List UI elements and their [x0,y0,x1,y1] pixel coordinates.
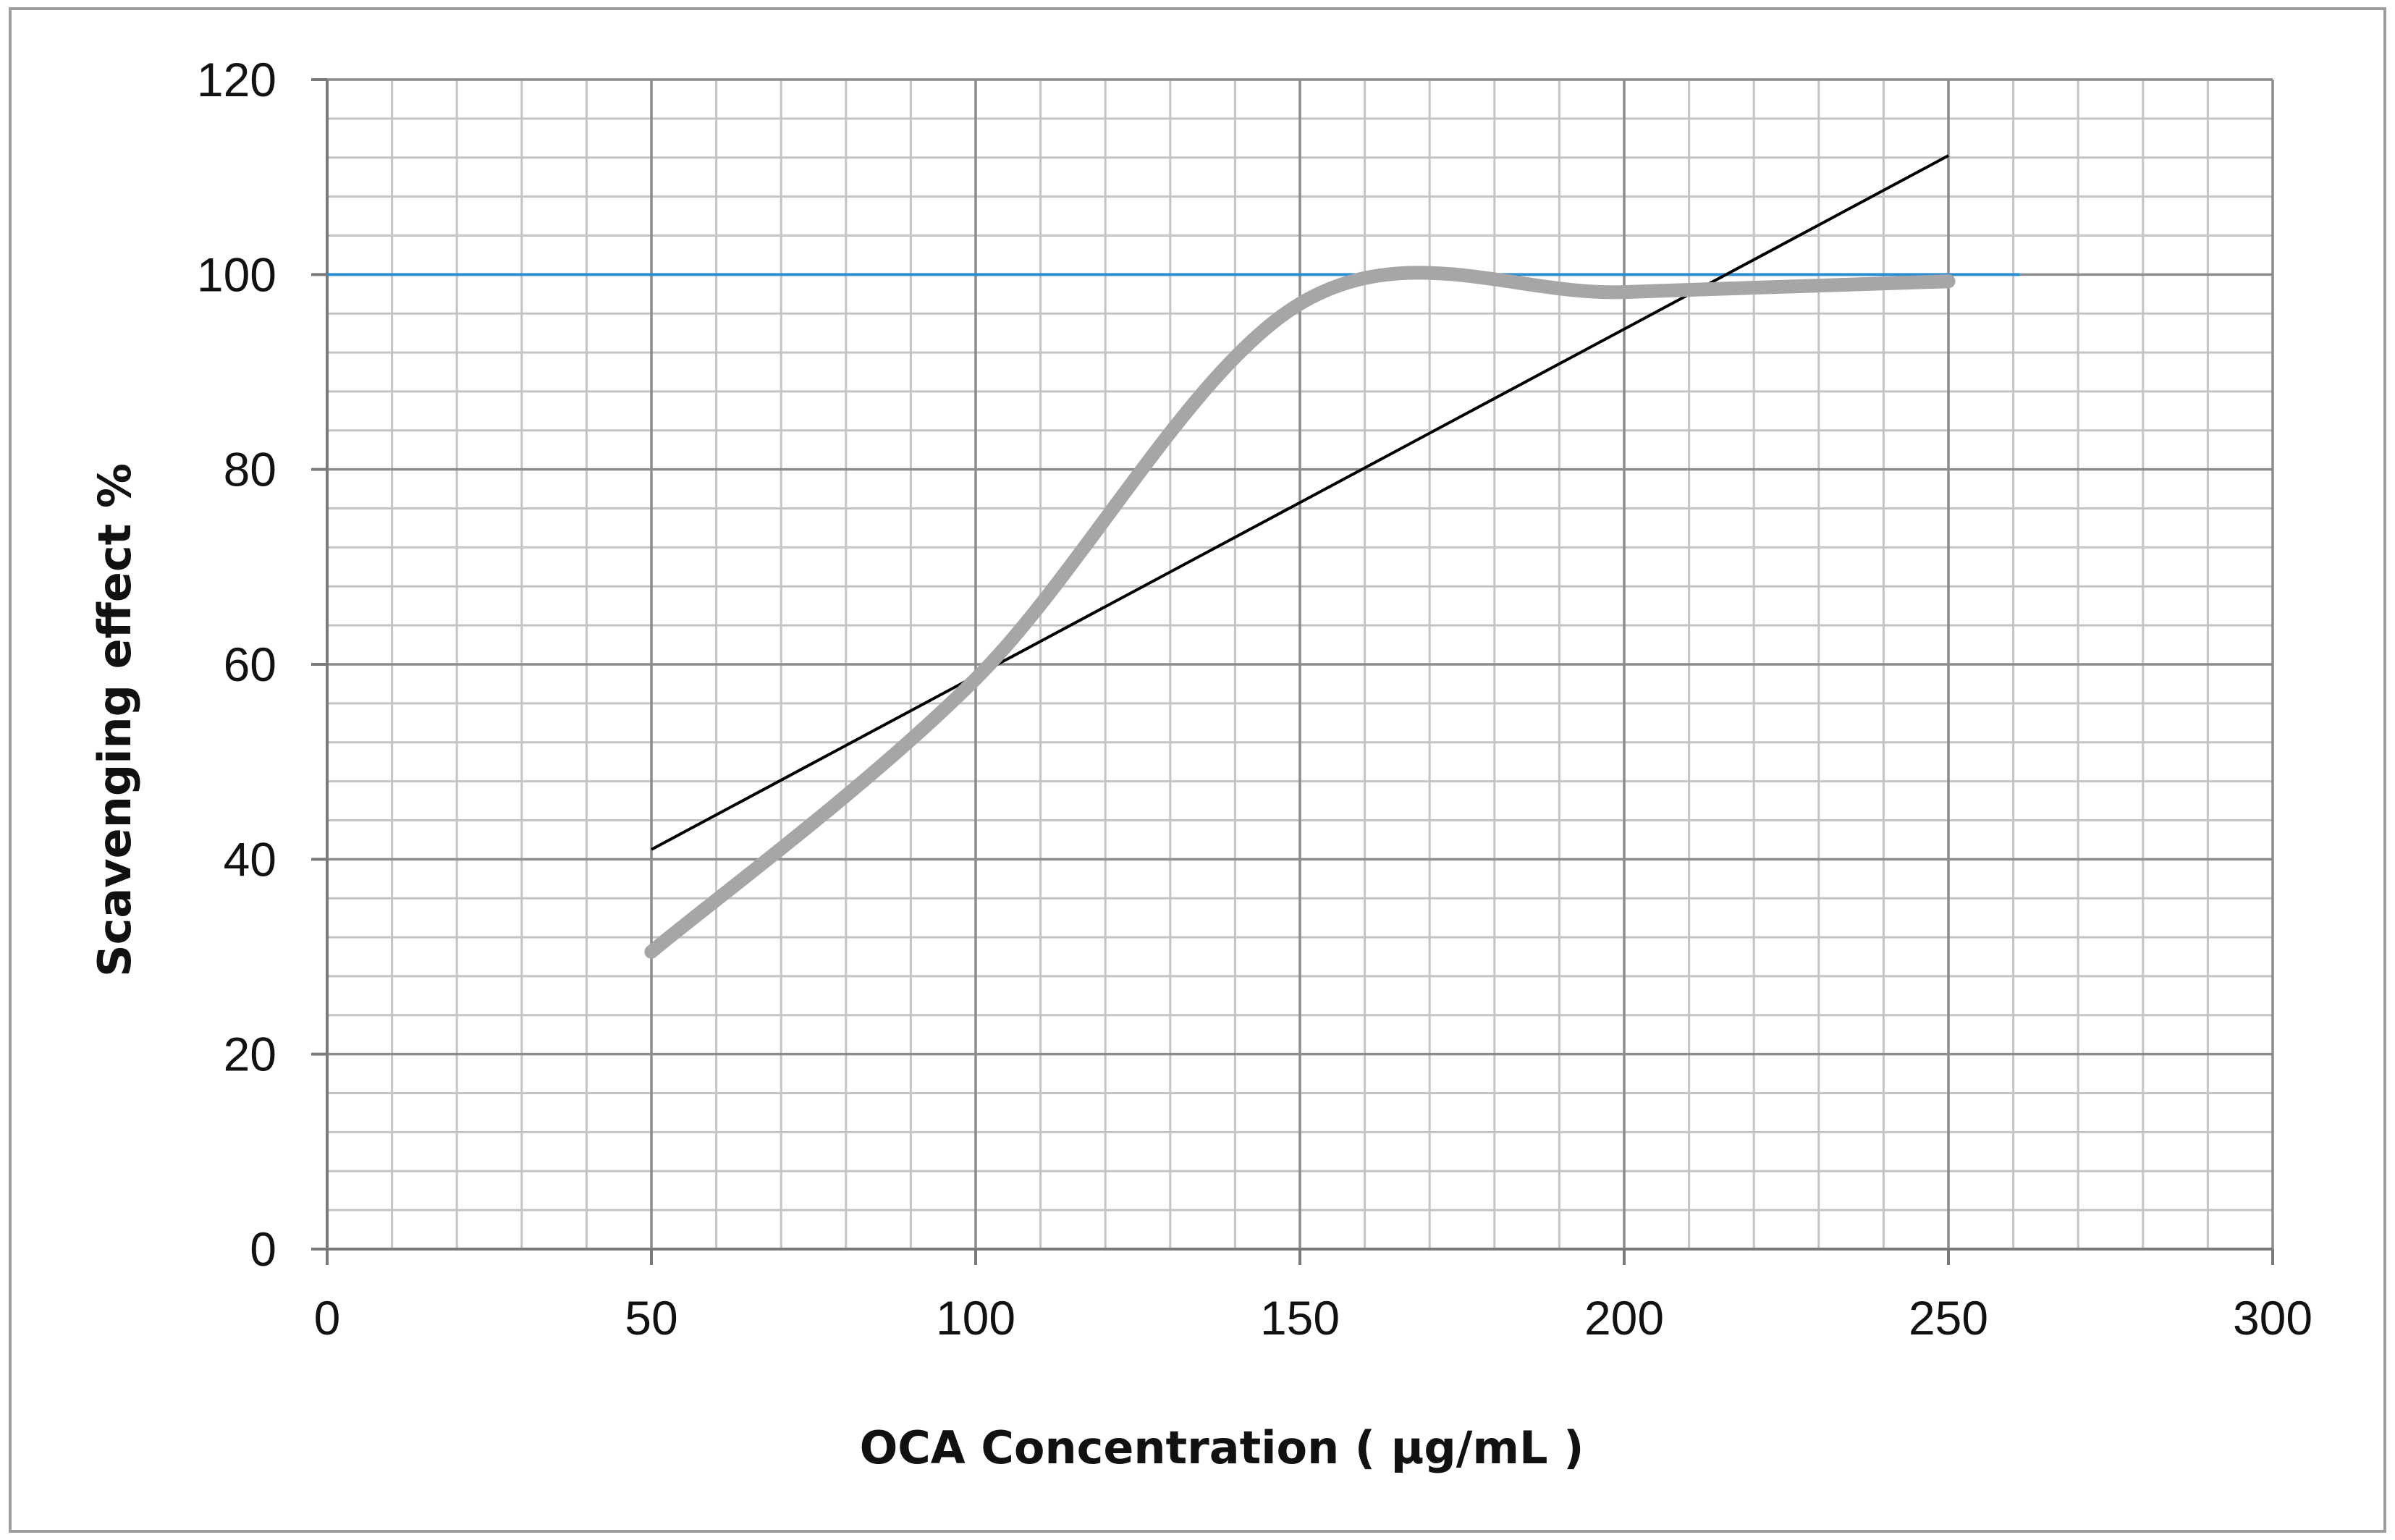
series-line-linear-trendline [651,154,1949,851]
data-point-scavenging-effect [1941,274,1956,289]
y-axis-title: Scavenging effect % [88,463,141,977]
x-tick-label: 150 [1260,1291,1340,1345]
x-axis-title: OCA Concentration ( µg/mL ) [860,1421,1584,1474]
data-point-scavenging-effect [1293,297,1307,311]
data-point-scavenging-effect [968,672,983,686]
x-tick-label: 200 [1584,1291,1664,1345]
x-tick-label: 100 [936,1291,1015,1345]
x-tick-label: 250 [1909,1291,1988,1345]
x-tick-label: 300 [2233,1291,2312,1345]
y-tick-label: 40 [224,832,276,886]
tick-labels: 0 50 100 150 200 250 300 0 20 40 60 80 100 120 [197,53,2312,1345]
y-tick-label: 20 [224,1028,276,1081]
series-line-scavenging-effect [644,266,1956,959]
x-tick-label: 0 [314,1291,341,1345]
y-tick-label: 120 [197,53,276,106]
outer-border [9,7,2386,1533]
y-tick-label: 0 [250,1222,276,1276]
data-point-scavenging-effect [1617,285,1631,300]
y-tick-label: 80 [224,443,276,496]
y-tick-label: 100 [197,248,276,301]
x-tick-label: 50 [625,1291,677,1345]
y-tick-label: 60 [224,638,276,691]
data-point-scavenging-effect [644,944,659,959]
plot-series [327,154,2020,959]
